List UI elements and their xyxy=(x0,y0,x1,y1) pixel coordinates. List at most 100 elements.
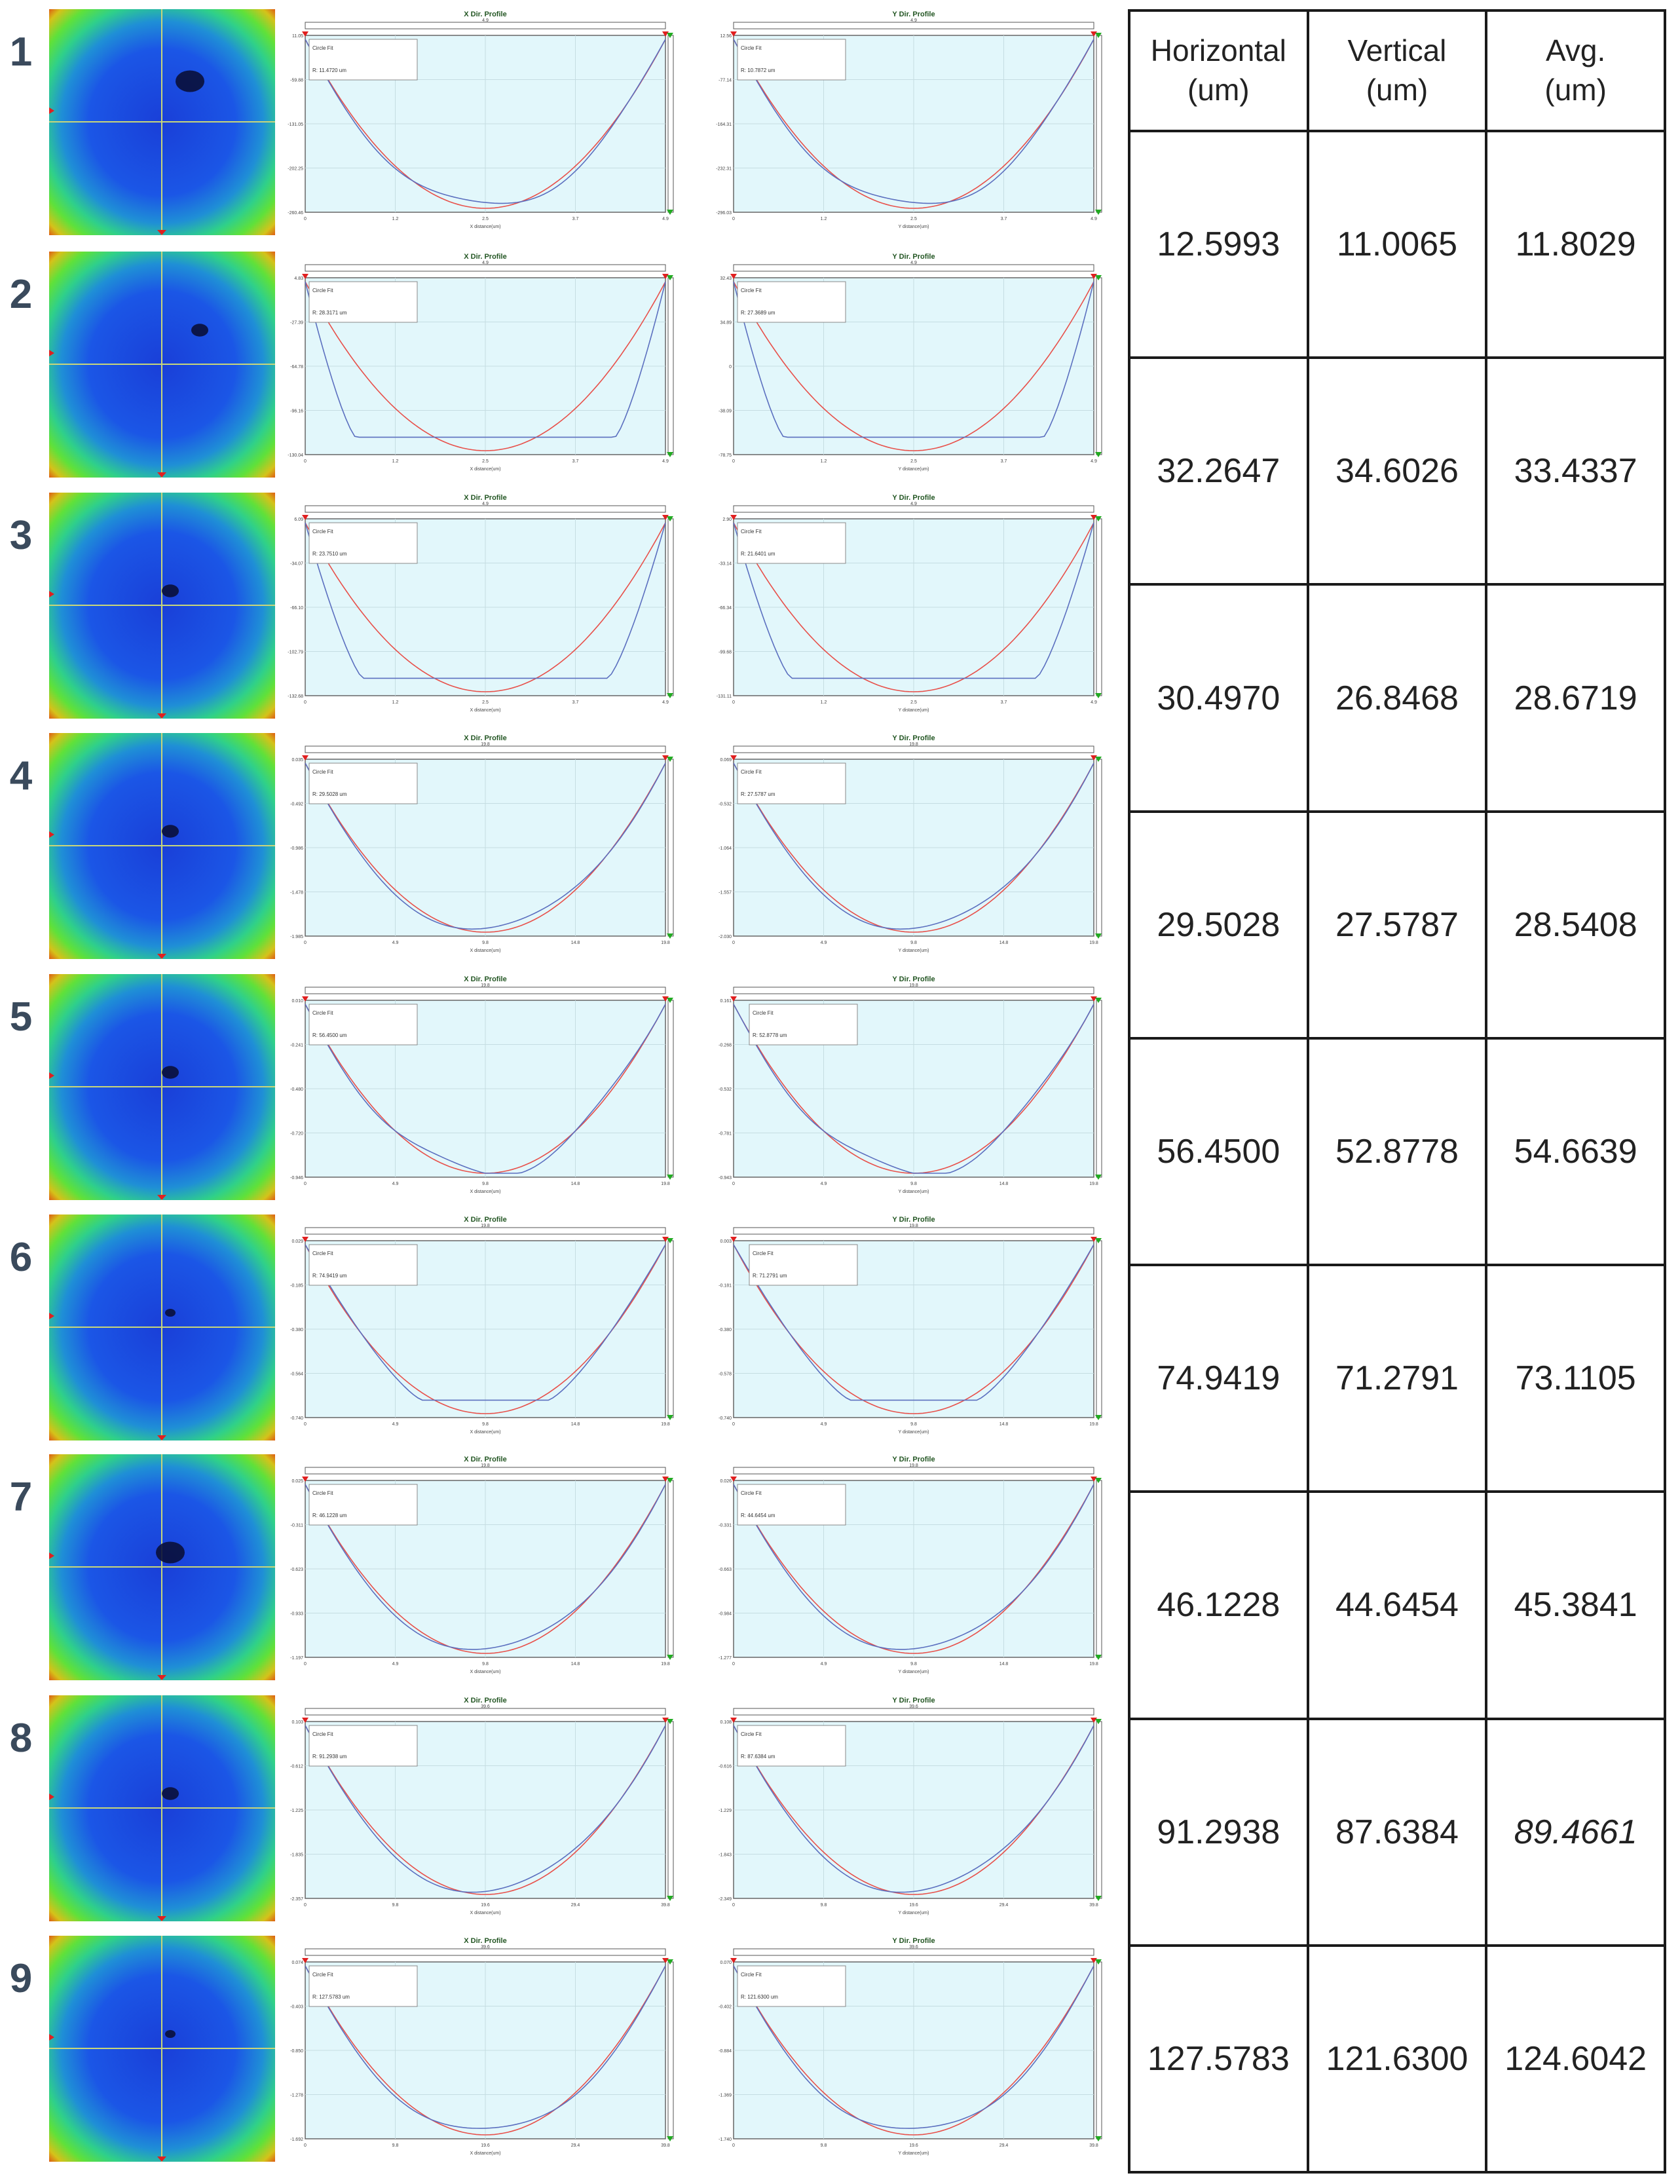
x-profile-panel: X Dir. Profile 19.8 0.010 -0.241 -0.480 -0.72… xyxy=(287,974,684,1200)
x-profile-title: X Dir. Profile xyxy=(464,1456,506,1463)
y-fit-legend-title: Circle Fit xyxy=(741,45,762,51)
x-circle-fit-curve xyxy=(305,522,666,692)
y-profile-panel: Y Dir. Profile 4.9 32.43 34.89 0 -38.09 -78.75… xyxy=(715,252,1112,478)
y-measured-profile xyxy=(733,1484,1094,1650)
x-tick-label: 3.7 xyxy=(572,459,579,464)
x-axis-label: X distance(um) xyxy=(470,1190,500,1194)
y-fit-radius: R: 10.7872 um xyxy=(741,67,775,73)
y-tick-label: -0.984 xyxy=(719,1612,732,1617)
y-top-ruler-label: 4.9 xyxy=(910,261,917,265)
x-top-ruler xyxy=(305,1708,666,1716)
y-tick-label: -1.843 xyxy=(719,1853,732,1858)
y-fit-legend xyxy=(749,1244,858,1286)
marker-green-top xyxy=(1095,1238,1102,1243)
table-row: 29.5028 27.5787 28.5408 xyxy=(1128,810,1666,1040)
y-tick-label: -132.68 xyxy=(288,694,303,699)
heatmap-image xyxy=(49,733,275,959)
y-tick-label: 0.108 xyxy=(720,1720,732,1725)
marker-bottom xyxy=(157,713,166,719)
x-tick-label: 4.9 xyxy=(392,1182,399,1186)
heatmap-thumbnail xyxy=(49,493,275,719)
x-tick-label: 0 xyxy=(304,1182,307,1186)
marker-green-top xyxy=(667,1238,673,1243)
heatmap-image xyxy=(49,493,275,719)
y-axis-label: Y distance(um) xyxy=(899,467,929,472)
x-fit-legend-title: Circle Fit xyxy=(312,1010,333,1016)
x-circle-fit-curve xyxy=(305,281,666,451)
x-tick-label: 1.2 xyxy=(821,459,827,464)
y-tick-label: -0.480 xyxy=(290,1087,303,1092)
y-tick-label: 0.029 xyxy=(291,1239,303,1244)
x-tick-label: 4.9 xyxy=(821,1182,827,1186)
marker-green-top xyxy=(1095,516,1102,521)
x-measured-profile xyxy=(305,1004,666,1174)
x-tick-label: 0 xyxy=(304,2143,307,2148)
x-top-ruler xyxy=(305,264,666,272)
marker-green-top xyxy=(1095,33,1102,38)
marker-start xyxy=(302,1237,308,1242)
y-tick-label: 0.161 xyxy=(720,999,732,1004)
x-top-ruler-label: 4.9 xyxy=(482,18,489,23)
y-tick-label: -0.492 xyxy=(290,802,303,807)
x-tick-label: 0 xyxy=(732,1422,735,1427)
y-measured-profile xyxy=(733,522,1094,679)
y-profile-panel: Y Dir. Profile 19.8 0.003 -0.181 -0.380 -0.57… xyxy=(715,1214,1112,1440)
x-fit-radius: R: 91.2938 um xyxy=(312,1754,347,1760)
marker-left xyxy=(49,1072,54,1079)
y-tick-label: 0.010 xyxy=(291,999,303,1004)
y-axis-label: Y distance(um) xyxy=(899,708,929,713)
y-tick-label: -0.578 xyxy=(719,1372,732,1377)
x-tick-label: 1.2 xyxy=(821,217,827,221)
y-tick-label: -0.616 xyxy=(719,1765,732,1769)
y-tick-label: -1.692 xyxy=(290,2137,303,2142)
y-tick-label: -0.720 xyxy=(290,1132,303,1137)
x-measured-profile xyxy=(305,1244,666,1401)
x-tick-label: 14.8 xyxy=(571,1422,580,1427)
heatmap-image xyxy=(49,1936,275,2162)
y-profile-title: Y Dir. Profile xyxy=(892,975,935,983)
cell-horizontal: 30.4970 xyxy=(1128,583,1309,813)
y-fit-legend-title: Circle Fit xyxy=(753,1010,774,1016)
y-side-ruler xyxy=(1096,1961,1102,2139)
x-fit-radius: R: 28.3171 um xyxy=(312,310,347,316)
y-tick-label: -2.349 xyxy=(719,1897,732,1902)
y-tick-label: -64.78 xyxy=(290,365,303,369)
x-profile-plot: X Dir. Profile4.911.05-59.88-131.05-202.… xyxy=(288,10,674,229)
x-fit-radius: R: 11.4720 um xyxy=(312,67,346,73)
y-tick-label: -77.14 xyxy=(719,79,732,83)
y-profile-panel: Y Dir. Profile 19.8 0.161 -0.268 -0.532 -0.78… xyxy=(715,974,1112,1200)
marker-green xyxy=(667,1655,673,1660)
x-profile-title: X Dir. Profile xyxy=(464,253,506,261)
y-fit-radius: R: 27.5787 um xyxy=(741,791,775,797)
y-tick-label: -1.985 xyxy=(290,935,303,939)
heatmap-thumbnail xyxy=(49,733,275,959)
marker-green xyxy=(667,452,673,457)
x-top-ruler xyxy=(305,1467,666,1475)
y-tick-label: -0.781 xyxy=(719,1132,732,1137)
y-fit-legend xyxy=(737,281,846,323)
defect-spot xyxy=(162,584,179,597)
x-profile-title: X Dir. Profile xyxy=(464,10,506,18)
x-tick-label: 39.8 xyxy=(661,1903,670,1908)
marker-green-top xyxy=(1095,998,1102,1003)
x-tick-label: 4.9 xyxy=(662,217,669,221)
y-tick-label: -0.740 xyxy=(290,1416,303,1421)
y-tick-label: 0.103 xyxy=(291,1720,303,1725)
y-tick-label: -1.835 xyxy=(290,1853,303,1858)
x-tick-label: 3.7 xyxy=(1001,459,1007,464)
y-tick-label: -0.884 xyxy=(719,2049,732,2054)
x-tick-label: 0 xyxy=(732,1903,735,1908)
marker-bottom xyxy=(157,2156,166,2162)
table-body: 12.5993 11.0065 11.8029 32.2647 34.6026 33.43… xyxy=(1128,129,1666,2174)
y-top-ruler xyxy=(733,987,1094,994)
x-side-ruler xyxy=(667,1961,674,2139)
x-tick-label: 19.8 xyxy=(661,1182,670,1186)
y-tick-label: 0.074 xyxy=(291,1961,303,1965)
x-top-ruler-label: 4.9 xyxy=(482,502,489,506)
y-tick-label: -0.564 xyxy=(290,1372,303,1377)
x-tick-label: 0 xyxy=(732,1182,735,1186)
x-tick-label: 39.8 xyxy=(1089,1903,1098,1908)
x-tick-label: 2.5 xyxy=(482,459,489,464)
x-top-ruler xyxy=(305,1948,666,1956)
